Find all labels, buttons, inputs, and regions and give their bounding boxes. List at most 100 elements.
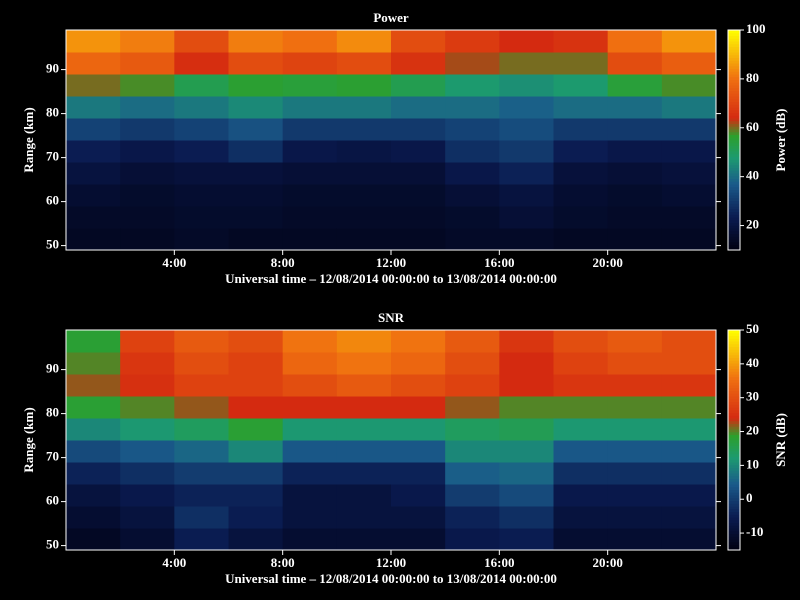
colorbar-tick-label: 60 (746, 119, 759, 134)
colorbar-strip (728, 30, 740, 34)
heatmap-cell (499, 396, 554, 419)
heatmap-cell (445, 462, 500, 485)
colorbar-strip (728, 82, 740, 86)
heatmap-cell (499, 228, 554, 251)
chart-title: SNR (378, 310, 405, 325)
heatmap-cell (174, 162, 229, 185)
heatmap-cell (607, 118, 663, 141)
heatmap-cell (607, 352, 663, 375)
heatmap-cell (391, 352, 446, 375)
heatmap-cell (336, 74, 392, 97)
heatmap-cell (336, 30, 392, 53)
heatmap-cell (66, 440, 121, 463)
heatmap-cell (553, 352, 609, 375)
heatmap-cell (336, 118, 392, 141)
heatmap-cell (607, 484, 663, 507)
heatmap-cell (499, 118, 554, 141)
colorbar-strip (728, 385, 740, 389)
heatmap-cell (282, 418, 338, 441)
colorbar-strip (728, 459, 740, 463)
colorbar-strip (728, 473, 740, 477)
colorbar-strip (728, 434, 740, 438)
heatmap-cell (661, 528, 717, 551)
colorbar-strip (728, 517, 740, 521)
heatmap-cell (120, 484, 175, 507)
heatmap-cell (391, 440, 446, 463)
colorbar-strip (728, 181, 740, 185)
heatmap-cell (66, 30, 121, 53)
colorbar-strip (728, 112, 740, 116)
heatmap-cell (391, 396, 446, 419)
colorbar-strip (728, 186, 740, 190)
heatmap-cell (66, 330, 121, 353)
heatmap-cell (661, 118, 717, 141)
heatmap-cell (445, 506, 500, 529)
heatmap-cell (174, 396, 229, 419)
heatmap-cell (174, 74, 229, 97)
heatmap-cell (174, 374, 229, 397)
colorbar-strip (728, 363, 740, 367)
heatmap-cell (661, 462, 717, 485)
heatmap-cell (66, 184, 121, 207)
colorbar-strip (728, 440, 740, 444)
colorbar-strip (728, 54, 740, 58)
colorbar-strip (728, 79, 740, 83)
heatmap-cell (120, 140, 175, 163)
heatmap-cell (66, 484, 121, 507)
y-tick-label: 70 (46, 449, 59, 464)
colorbar-strip (728, 236, 740, 240)
heatmap-cell (391, 162, 446, 185)
colorbar-strip (728, 134, 740, 138)
heatmap-cell (607, 30, 663, 53)
colorbar-strip (728, 200, 740, 204)
colorbar-strip (728, 431, 740, 435)
heatmap-cell (282, 228, 338, 251)
colorbar-strip (728, 189, 740, 193)
colorbar-strip (728, 475, 740, 479)
y-axis-label: Range (km) (21, 407, 36, 472)
heatmap-cell (174, 462, 229, 485)
heatmap-cell (120, 374, 175, 397)
heatmap-cell (445, 30, 500, 53)
colorbar-strip (728, 170, 740, 174)
heatmap-cell (66, 396, 121, 419)
colorbar-strip (728, 90, 740, 94)
colorbar-strip (728, 98, 740, 102)
heatmap-cell (445, 162, 500, 185)
heatmap-cell (391, 140, 446, 163)
heatmap-cell (553, 396, 609, 419)
colorbar-strip (728, 547, 740, 551)
heatmap-cell (336, 96, 392, 119)
colorbar-strip (728, 497, 740, 501)
heatmap-cell (228, 330, 284, 353)
colorbar-strip (728, 511, 740, 515)
heatmap-cell (553, 528, 609, 551)
x-axis-label: Universal time – 12/08/2014 00:00:00 to … (225, 271, 557, 286)
colorbar-strip (728, 211, 740, 215)
heatmap-cell (120, 184, 175, 207)
colorbar-strip (728, 115, 740, 119)
colorbar-strip (728, 101, 740, 105)
colorbar-strip (728, 541, 740, 545)
heatmap-cell (607, 462, 663, 485)
heatmap-cell (499, 330, 554, 353)
heatmap-cell (499, 74, 554, 97)
heatmap-cell (607, 74, 663, 97)
colorbar-strip (728, 489, 740, 493)
heatmap-cell (336, 228, 392, 251)
colorbar-tick-label: 20 (746, 423, 759, 438)
heatmap-cell (661, 74, 717, 97)
heatmap-cell (66, 206, 121, 229)
colorbar-strip (728, 175, 740, 179)
colorbar-strip (728, 145, 740, 149)
colorbar-strip (728, 208, 740, 212)
heatmap-cell (553, 118, 609, 141)
colorbar-strip (728, 528, 740, 532)
heatmap-cell (174, 52, 229, 75)
colorbar-strip (728, 429, 740, 433)
colorbar-strip (728, 376, 740, 380)
heatmap-cell (553, 330, 609, 353)
heatmap-cell (661, 330, 717, 353)
heatmap-cell (499, 52, 554, 75)
heatmap-cell (553, 484, 609, 507)
